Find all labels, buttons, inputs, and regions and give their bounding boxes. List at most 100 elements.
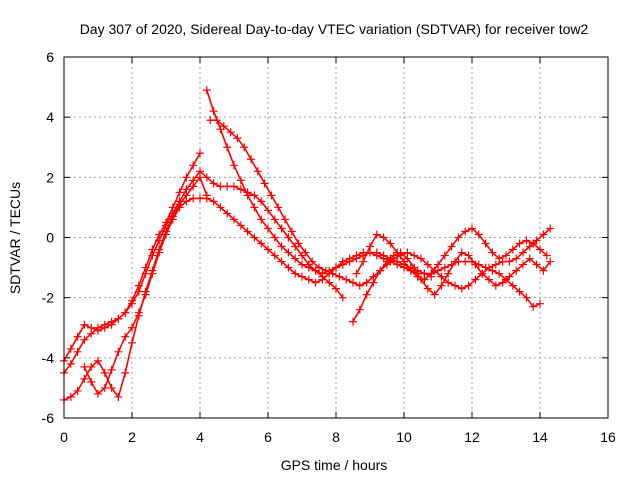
data-point [223, 143, 232, 152]
series-8-line [355, 227, 548, 281]
y-tick-label: 6 [46, 49, 54, 65]
data-point [121, 368, 130, 377]
data-point [128, 299, 136, 308]
x-tick-label: 16 [600, 429, 616, 445]
data-point [366, 242, 374, 251]
data-point [257, 215, 266, 224]
data-point [298, 272, 306, 281]
data-point [270, 251, 279, 260]
y-tick-label: -2 [42, 290, 55, 306]
data-point [522, 236, 531, 245]
data-point [80, 320, 89, 329]
data-point [216, 182, 225, 191]
data-point [141, 269, 150, 278]
data-point [87, 362, 96, 371]
data-point [355, 281, 364, 290]
x-tick-label: 4 [196, 429, 204, 445]
data-point [335, 272, 344, 281]
data-point [529, 239, 538, 248]
data-point [478, 269, 487, 278]
data-point [264, 206, 272, 215]
data-point [481, 239, 490, 248]
data-point [413, 272, 422, 281]
data-point [447, 242, 456, 251]
data-point [277, 224, 286, 233]
data-point [485, 275, 493, 284]
data-point [107, 365, 116, 374]
data-point [223, 209, 232, 218]
data-point [491, 260, 500, 269]
data-point [141, 290, 150, 299]
data-point [196, 173, 204, 182]
data-point [202, 86, 211, 95]
data-point [114, 347, 123, 356]
data-point [114, 392, 123, 401]
x-tick-label: 2 [128, 429, 136, 445]
data-point [372, 230, 381, 239]
data-point [529, 302, 538, 311]
data-point [80, 335, 89, 344]
data-point [114, 314, 123, 323]
y-tick-label: 4 [46, 109, 54, 125]
data-point [134, 308, 143, 317]
x-tick-label: 6 [264, 429, 272, 445]
data-point [270, 233, 279, 242]
data-point [427, 269, 436, 278]
data-point [236, 221, 245, 230]
data-point [379, 233, 388, 242]
data-point [352, 254, 361, 263]
data-point [437, 281, 446, 290]
data-point [536, 299, 544, 308]
data-point [107, 383, 116, 392]
data-point [94, 356, 102, 365]
data-point [134, 287, 143, 296]
data-point [230, 161, 238, 170]
data-point [525, 254, 534, 263]
data-point [471, 260, 480, 269]
data-point [464, 251, 473, 260]
data-point [379, 251, 388, 260]
data-point [440, 263, 449, 272]
data-point [264, 245, 272, 254]
data-point [73, 347, 82, 356]
y-tick-label: -6 [42, 410, 55, 426]
data-point [369, 278, 378, 287]
data-point [338, 260, 347, 269]
data-point [175, 188, 184, 197]
data-point [345, 257, 354, 266]
data-point [148, 251, 157, 260]
data-point [66, 344, 75, 353]
x-tick-label: 12 [464, 429, 480, 445]
data-point [243, 227, 252, 236]
data-point [277, 242, 286, 251]
data-point [512, 266, 521, 275]
data-point [423, 260, 432, 269]
data-point [321, 266, 330, 275]
data-point [539, 266, 548, 275]
data-point [362, 278, 371, 287]
data-point [505, 257, 514, 266]
y-tick-label: 2 [46, 169, 54, 185]
data-point [100, 383, 109, 392]
data-point [349, 278, 357, 287]
data-point [542, 251, 551, 260]
data-point [284, 248, 293, 257]
data-point [291, 254, 300, 263]
data-point [539, 230, 548, 239]
data-point [284, 233, 293, 242]
data-point [359, 257, 368, 266]
series-7 [349, 248, 555, 326]
data-point [121, 308, 130, 317]
data-point [495, 269, 504, 278]
data-point [332, 284, 340, 293]
data-point [495, 254, 504, 263]
data-point [461, 227, 470, 236]
data-point [196, 194, 204, 203]
data-point [189, 194, 198, 203]
y-tick-labels: -6 -4 -2 0 2 4 6 [42, 49, 55, 426]
data-point [315, 263, 323, 272]
data-point [189, 182, 198, 191]
data-point [505, 272, 514, 281]
data-point [498, 278, 507, 287]
